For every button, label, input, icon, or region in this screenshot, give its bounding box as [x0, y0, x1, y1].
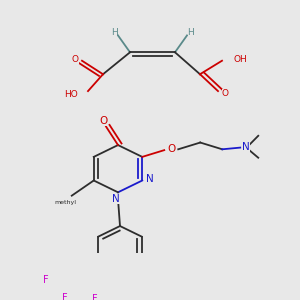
Text: O: O [221, 89, 229, 98]
Text: methyl: methyl [55, 200, 77, 205]
Text: F: F [92, 294, 97, 300]
Text: O: O [100, 116, 108, 126]
Text: HO: HO [64, 90, 78, 99]
Text: OH: OH [234, 55, 248, 64]
Text: N: N [242, 142, 250, 152]
Text: F: F [43, 275, 48, 285]
Text: H: H [111, 28, 117, 38]
Text: O: O [167, 144, 176, 154]
Text: N: N [112, 194, 120, 204]
Text: O: O [71, 56, 79, 64]
Text: F: F [61, 293, 67, 300]
Text: N: N [146, 174, 154, 184]
Text: H: H [188, 28, 194, 38]
